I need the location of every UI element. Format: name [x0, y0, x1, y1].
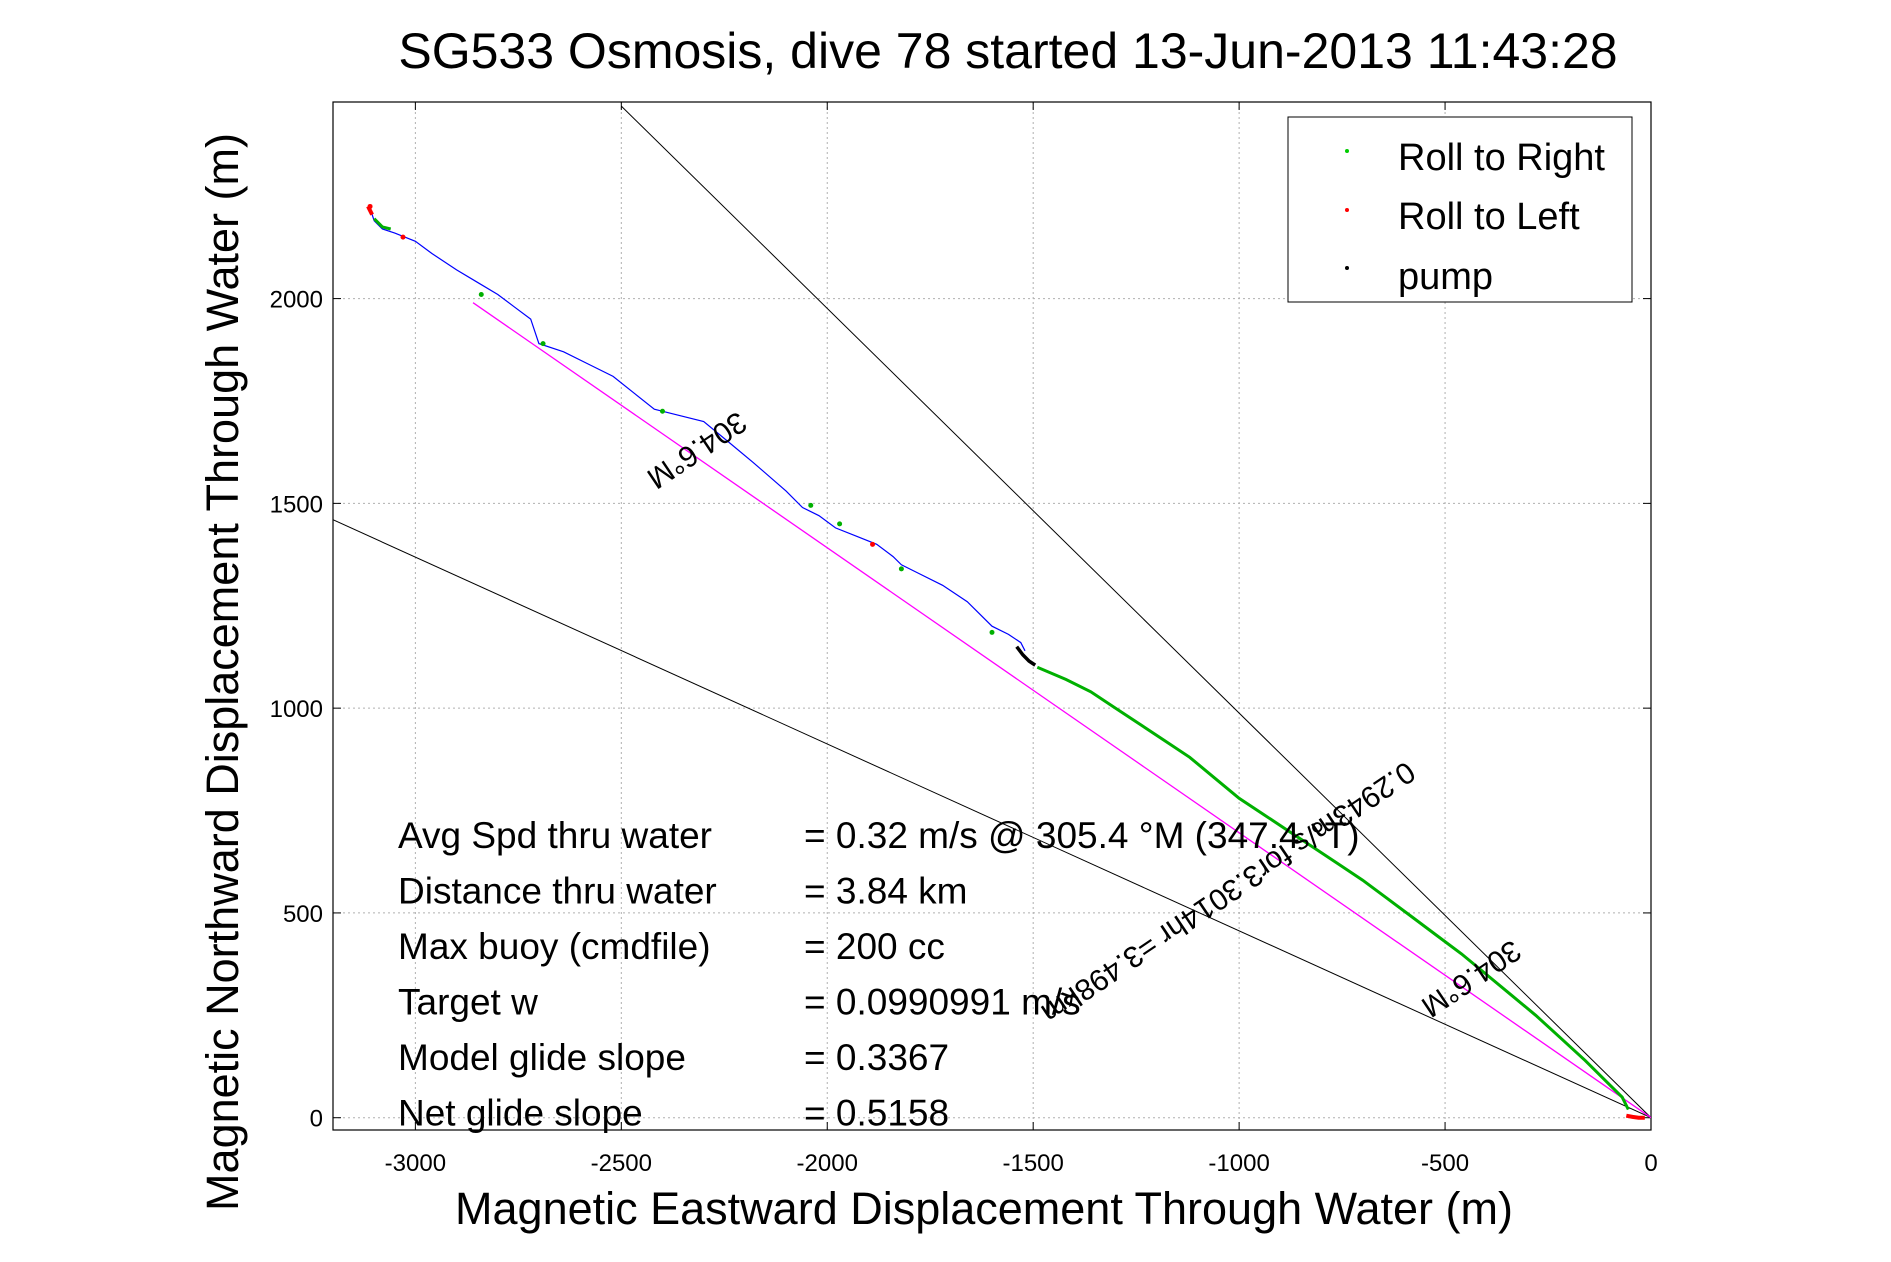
track-layer — [366, 203, 1645, 1120]
x-tick-label: -1500 — [1002, 1150, 1063, 1177]
stat-value: = 0.32 m/s @ 305.4 °M (347.4 °T) — [804, 815, 1360, 856]
chart-title: SG533 Osmosis, dive 78 started 13-Jun-20… — [398, 23, 1617, 79]
stats-block: Avg Spd thru water = 0.32 m/s @ 305.4 °M … — [398, 815, 1360, 1134]
track-point — [837, 521, 843, 527]
y-tick-label: 500 — [283, 901, 323, 928]
stat-value: = 3.84 km — [804, 871, 968, 912]
track-point — [989, 629, 995, 635]
roll-left-segment — [1625, 1113, 1645, 1120]
stat-label: Net glide slope — [398, 1093, 643, 1134]
track-point — [870, 541, 876, 547]
stat-value: = 0.3367 — [804, 1037, 949, 1078]
legend: Roll to Right Roll to Left pump — [1287, 116, 1633, 303]
legend-marker-roll-left — [1345, 208, 1349, 212]
x-axis-label: Magnetic Eastward Displacement Through W… — [455, 1183, 1513, 1234]
track-point — [898, 566, 904, 572]
envelope-line — [333, 519, 1651, 1119]
x-tick-label: 0 — [1644, 1150, 1657, 1177]
legend-label-pump: pump — [1398, 256, 1493, 298]
x-tick-label: -3000 — [385, 1150, 446, 1177]
x-tick-label: -1000 — [1208, 1150, 1269, 1177]
stat-label: Avg Spd thru water — [398, 815, 712, 856]
y-tick-label: 1000 — [270, 696, 323, 723]
roll-right-segment — [373, 217, 392, 231]
heading-line — [472, 302, 1651, 1119]
legend-marker-roll-right — [1345, 149, 1349, 153]
y-tick-label: 2000 — [270, 287, 323, 314]
x-tick-label: -2000 — [797, 1150, 858, 1177]
track-point — [540, 341, 546, 347]
track-point — [367, 203, 373, 209]
stat-value: = 0.0990991 m/s — [804, 982, 1081, 1023]
stat-value: = 0.5158 — [804, 1093, 949, 1134]
x-tick-label: -2500 — [591, 1150, 652, 1177]
track-point — [808, 502, 814, 508]
envelope-line — [620, 105, 1651, 1119]
plot-frame — [332, 101, 1652, 1131]
reference-lines — [333, 105, 1651, 1119]
stat-label: Target w — [398, 982, 538, 1023]
stat-label: Max buoy (cmdfile) — [398, 926, 711, 967]
stat-label: Distance thru water — [398, 871, 717, 912]
y-tick-label: 0 — [310, 1106, 323, 1133]
y-tick-label: 1500 — [270, 491, 323, 518]
track-point — [478, 291, 484, 297]
tick-labels: -3000 -2500 -2000 -1500 -1000 -500 0 0 500 1000 15… — [270, 287, 1658, 1177]
legend-label-roll-left: Roll to Left — [1398, 196, 1580, 238]
y-axis-label: Magnetic Northward Displacement Through … — [197, 133, 248, 1211]
legend-marker-pump — [1345, 266, 1349, 270]
track-point — [400, 234, 406, 240]
pump-segment — [1015, 645, 1037, 667]
x-tick-label: -500 — [1421, 1150, 1469, 1177]
stat-value: = 200 cc — [804, 926, 945, 967]
track-point — [660, 408, 665, 414]
stat-label: Model glide slope — [398, 1037, 686, 1078]
legend-label-roll-right: Roll to Right — [1398, 137, 1605, 179]
track-line — [369, 208, 1026, 652]
roll-right-segment — [1036, 665, 1630, 1111]
